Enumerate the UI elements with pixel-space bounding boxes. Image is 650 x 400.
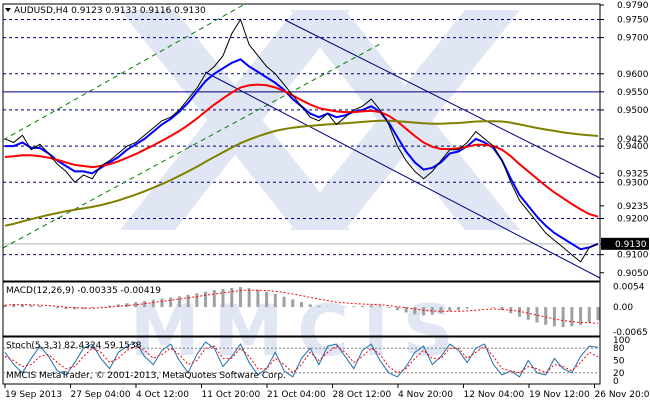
price-line bbox=[4, 18, 599, 263]
symbol-header: AUDUSD,H4 0.9123 0.9133 0.9116 0.9130 bbox=[14, 6, 206, 16]
trend-channels bbox=[2, 3, 601, 279]
current-price-label: 0.9130 bbox=[615, 240, 647, 250]
channel-up-upper bbox=[2, 3, 246, 141]
macd-title: MACD(12,26,9) -0.00335 -0.00419 bbox=[6, 286, 161, 296]
price-tick-label: 0.9790 bbox=[617, 1, 649, 11]
watermark: MMCIS bbox=[120, 10, 520, 372]
macd-tick-label: 0.00 bbox=[613, 303, 633, 313]
horizontal-levels bbox=[3, 18, 600, 256]
price-tick-label: 0.9400 bbox=[617, 142, 649, 152]
time-tick-label: 12 Nov 04:00 bbox=[464, 390, 525, 400]
price-tick-label: 0.9325 bbox=[617, 169, 649, 179]
ma-line-2 bbox=[4, 119, 599, 227]
ma-line-1 bbox=[4, 83, 599, 218]
price-tick-label: 0.9550 bbox=[617, 88, 649, 98]
stoch-panel-frame bbox=[2, 336, 601, 385]
stoch-title: Stoch(5,3,3) 82.4324 59.1538 bbox=[6, 341, 142, 351]
price-panel-frame bbox=[2, 3, 601, 282]
time-tick-label: 27 Sep 04:00 bbox=[71, 390, 131, 400]
time-tick-label: 26 Nov 20:00 bbox=[595, 390, 650, 400]
symbol-dropdown-icon[interactable] bbox=[5, 8, 11, 12]
channel-down-upper bbox=[284, 19, 601, 179]
price-tick-label: 0.9300 bbox=[617, 178, 649, 188]
stoch-tick-label: 0 bbox=[613, 377, 619, 387]
channel-down-lower bbox=[204, 71, 601, 279]
copyright-text: MMCIS MetaTrader, © 2001-2013, MetaQuote… bbox=[6, 371, 286, 381]
stoch-tick-label: 100 bbox=[613, 336, 630, 346]
time-tick-label: 4 Nov 20:00 bbox=[398, 390, 453, 400]
time-axis: 19 Sep 2013 27 Sep 04:00 4 Oct 12:00 11 Oct… bbox=[4, 384, 650, 400]
stoch-tick-label: 50 bbox=[613, 357, 625, 367]
time-tick-label: 4 Oct 12:00 bbox=[136, 390, 189, 400]
time-tick-label: 11 Oct 20:00 bbox=[202, 390, 261, 400]
price-tick-label: 0.9700 bbox=[617, 34, 649, 44]
price-tick-label: 0.9100 bbox=[617, 251, 649, 261]
stoch-line-1 bbox=[4, 345, 599, 374]
stoch-tick-label: 20 bbox=[613, 369, 625, 379]
price-tick-label: 0.9420 bbox=[617, 135, 649, 145]
time-tick-label: 19 Nov 12:00 bbox=[529, 390, 590, 400]
time-tick-label: 19 Sep 2013 bbox=[5, 390, 62, 400]
price-tick-label: 0.9050 bbox=[617, 269, 649, 279]
time-tick-label: 28 Oct 12:00 bbox=[333, 390, 392, 400]
price-tick-label: 0.9200 bbox=[617, 214, 649, 224]
price-tick-label: 0.9500 bbox=[617, 106, 649, 116]
stoch-line-0 bbox=[4, 341, 599, 378]
macd-tick-label: -0.0065 bbox=[613, 328, 648, 338]
current-price-box bbox=[601, 237, 649, 250]
price-tick-label: 0.9235 bbox=[617, 202, 649, 212]
stoch-tick-label: 80 bbox=[613, 344, 625, 354]
price-tick-label: 0.9750 bbox=[617, 15, 649, 25]
price-tick-label: 0.9600 bbox=[617, 70, 649, 80]
macd-panel-frame bbox=[2, 281, 601, 337]
macd-axis: 0.0054 0.00 -0.0065 bbox=[613, 282, 648, 338]
price-axis: 0.9790 0.9750 0.9700 0.9600 0.9550 0.9500 0.94… bbox=[600, 1, 649, 279]
macd-tick-label: 0.0054 bbox=[613, 282, 645, 292]
stochastic-lines bbox=[4, 341, 599, 378]
macd-signal-line bbox=[4, 289, 599, 324]
time-tick-label: 21 Oct 04:00 bbox=[267, 390, 326, 400]
